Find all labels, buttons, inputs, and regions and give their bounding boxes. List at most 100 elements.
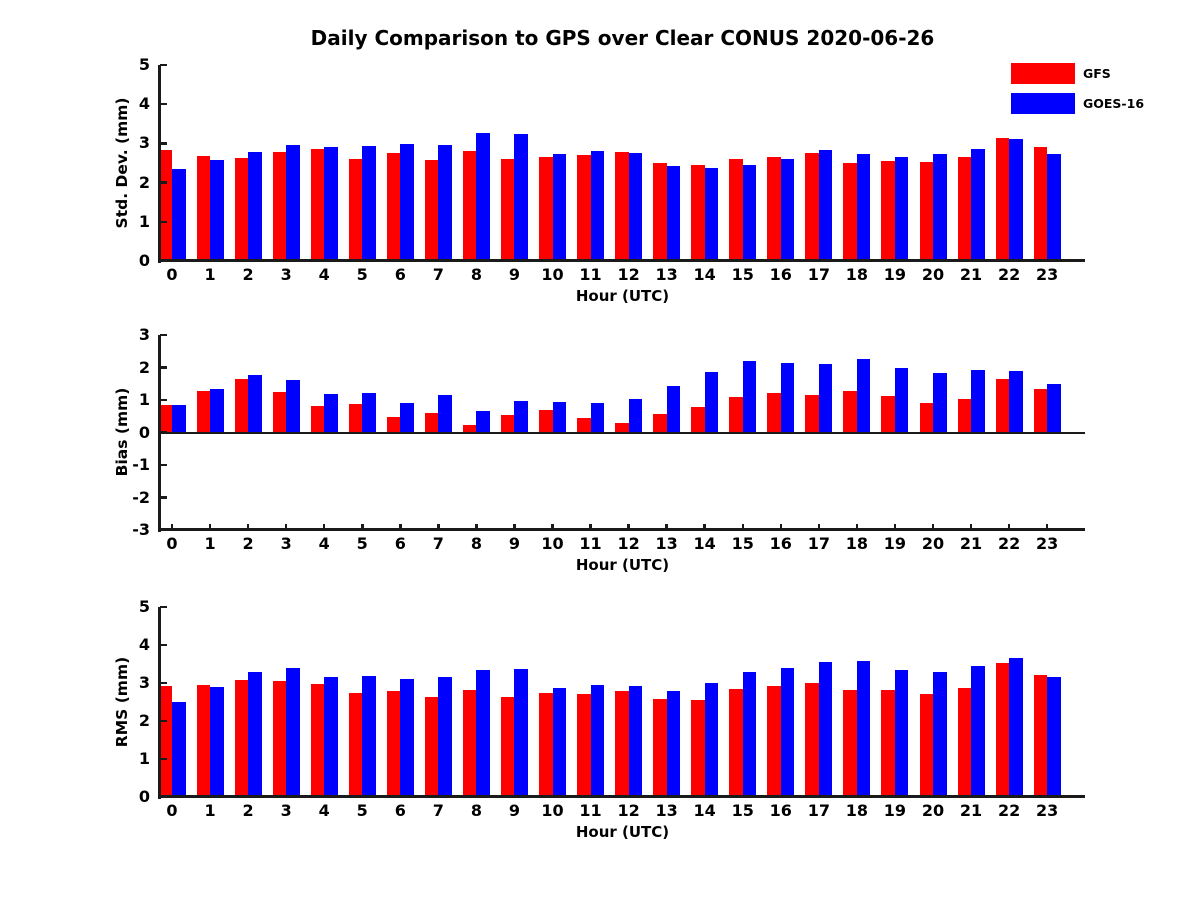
x-tick-label: 17 [807, 265, 830, 284]
bar-goes-16-hour-14 [704, 372, 719, 433]
bar-goes-16-hour-22 [1009, 371, 1023, 433]
bar-gfs-hour-15 [729, 689, 743, 797]
x-tick-label: 15 [731, 534, 754, 553]
bar-gfs-hour-19 [881, 396, 895, 433]
y-tick-mark [160, 259, 167, 263]
x-tick-mark [1045, 524, 1049, 530]
x-tick-label: 7 [432, 534, 444, 553]
x-tick-label: 20 [921, 265, 945, 284]
y-tick-mark [160, 102, 167, 106]
bar-gfs-hour-5 [348, 403, 363, 433]
y-tick-mark [160, 366, 167, 369]
bar-gfs-hour-2 [234, 157, 249, 261]
y-tick-label: 1 [138, 390, 150, 409]
bar-gfs-hour-3 [272, 152, 287, 261]
bar-gfs-hour-13 [653, 698, 667, 797]
bar-gfs-hour-17 [805, 152, 819, 261]
x-tick-label: 4 [318, 534, 330, 553]
x-tick-label: 13 [655, 801, 678, 820]
bar-goes-16-hour-4 [324, 677, 338, 797]
bar-gfs-hour-8 [462, 150, 477, 261]
y-tick-mark [160, 719, 167, 723]
bar-gfs-hour-16 [767, 157, 781, 261]
x-tick-label: 17 [807, 534, 830, 553]
bar-goes-16-hour-3 [286, 145, 300, 261]
bar-gfs-hour-17 [805, 394, 819, 433]
bar-gfs-hour-15 [729, 396, 743, 433]
x-tick-label: 19 [883, 265, 907, 284]
bar-goes-16-hour-12 [628, 686, 643, 797]
std-dev-x-axis-label: Hour (UTC) [575, 287, 670, 305]
x-tick-label: 12 [617, 801, 640, 820]
x-tick-label: 11 [579, 265, 602, 284]
x-tick-label: 11 [579, 534, 602, 553]
bar-gfs-hour-16 [767, 686, 781, 797]
x-tick-label: 14 [693, 265, 716, 284]
bar-gfs-hour-2 [234, 378, 249, 433]
bar-gfs-hour-6 [386, 152, 401, 261]
bar-gfs-hour-18 [843, 163, 857, 261]
bar-goes-16-hour-18 [856, 358, 871, 433]
x-tick-label: 23 [1036, 265, 1059, 284]
x-tick-label: 9 [508, 801, 520, 820]
bar-gfs-hour-12 [615, 152, 629, 261]
x-tick-mark [170, 524, 174, 530]
bar-goes-16-hour-15 [742, 671, 757, 797]
x-tick-label: 3 [280, 534, 292, 553]
y-tick-label: 3 [138, 325, 150, 344]
bar-goes-16-hour-2 [248, 672, 262, 797]
bar-gfs-hour-5 [348, 159, 363, 261]
bar-gfs-hour-23 [1033, 146, 1048, 261]
y-tick-label: 0 [138, 787, 150, 806]
bar-goes-16-hour-15 [742, 361, 757, 433]
x-tick-label: 10 [541, 265, 564, 284]
bar-goes-16-hour-10 [552, 401, 566, 433]
bar-gfs-hour-9 [500, 414, 515, 433]
x-axis-line [158, 795, 1085, 798]
x-tick-label: 19 [883, 534, 907, 553]
x-tick-label: 2 [242, 265, 254, 284]
bar-gfs-hour-19 [881, 690, 895, 797]
x-tick-label: 2 [242, 534, 254, 553]
x-tick-label: 7 [432, 801, 444, 820]
x-tick-label: 16 [769, 801, 792, 820]
bar-goes-16-hour-0 [172, 168, 186, 261]
y-tick-label: 2 [138, 357, 150, 377]
bar-gfs-hour-18 [843, 390, 857, 433]
bar-gfs-hour-10 [539, 156, 553, 261]
bar-goes-16-hour-22 [1009, 657, 1023, 797]
x-tick-label: 22 [997, 534, 1021, 553]
x-tick-mark [893, 524, 897, 530]
x-tick-label: 1 [204, 265, 216, 284]
bar-goes-16-hour-5 [362, 676, 376, 797]
bar-gfs-hour-22 [995, 663, 1010, 797]
bar-goes-16-hour-18 [856, 660, 871, 797]
bar-gfs-hour-22 [995, 379, 1010, 433]
bar-goes-16-hour-23 [1047, 383, 1061, 433]
x-tick-label: 4 [318, 265, 330, 284]
x-tick-label: 10 [541, 534, 564, 553]
bar-gfs-hour-20 [919, 694, 933, 797]
bar-goes-16-hour-16 [780, 362, 795, 433]
bar-goes-16-hour-1 [210, 389, 224, 433]
bar-gfs-hour-14 [691, 700, 705, 797]
y-tick-label: 1 [138, 749, 150, 768]
x-tick-mark [703, 524, 706, 530]
bar-gfs-hour-21 [957, 156, 972, 261]
gfs-red-swatch-icon [1011, 63, 1075, 84]
y-tick-mark [160, 463, 167, 467]
x-tick-label: 12 [617, 534, 640, 553]
bar-goes-16-hour-19 [894, 157, 909, 261]
x-tick-label: 17 [807, 801, 830, 820]
rms-plot-area: 0 1 2 3 4 5 0 1 2 3 4 5 6 7 8 9 10 11 12 13 14 15 16 17 18 19 20 21… [139, 597, 1085, 820]
bar-goes-16-hour-5 [362, 392, 376, 433]
x-tick-label: 3 [280, 265, 292, 284]
x-tick-label: 15 [731, 265, 754, 284]
x-tick-label: 23 [1036, 534, 1059, 553]
bar-gfs-hour-11 [577, 694, 591, 797]
y-tick-label: 3 [138, 133, 150, 153]
x-tick-mark [399, 524, 402, 530]
bar-goes-16-hour-9 [514, 400, 528, 433]
x-tick-mark [513, 524, 516, 530]
bar-gfs-hour-14 [691, 406, 705, 433]
